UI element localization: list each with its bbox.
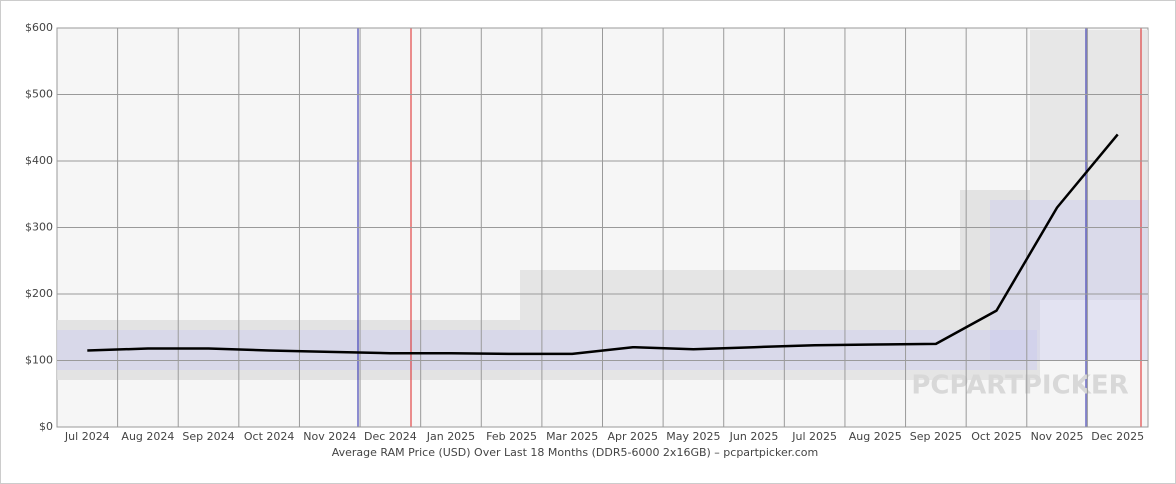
cloud bbox=[990, 200, 1148, 360]
cloud bbox=[520, 270, 970, 380]
x-tick-label: Feb 2025 bbox=[486, 430, 537, 443]
cloud bbox=[57, 320, 597, 380]
x-tick-label: Jan 2025 bbox=[426, 430, 475, 443]
x-tick-label: Dec 2024 bbox=[364, 430, 417, 443]
cloud bbox=[57, 330, 1037, 370]
price-line bbox=[87, 133, 1119, 356]
x-tick-label: Sep 2025 bbox=[910, 430, 962, 443]
cloud bbox=[1030, 30, 1148, 300]
x-tick-label: Dec 2025 bbox=[1091, 430, 1144, 443]
y-tick-label: $100 bbox=[25, 354, 53, 367]
y-tick-label: $200 bbox=[25, 287, 53, 300]
x-axis-label: Average RAM Price (USD) Over Last 18 Mon… bbox=[332, 446, 818, 459]
x-tick-label: Mar 2025 bbox=[546, 430, 598, 443]
y-tick-label: $300 bbox=[25, 221, 53, 234]
x-tick-label: Nov 2025 bbox=[1031, 430, 1084, 443]
x-tick-label: Jul 2025 bbox=[791, 430, 837, 443]
x-tick-label: Nov 2024 bbox=[303, 430, 356, 443]
x-tick-label: Oct 2025 bbox=[971, 430, 1022, 443]
y-tick-label: $400 bbox=[25, 154, 53, 167]
x-tick-label: May 2025 bbox=[666, 430, 720, 443]
watermark: PCPARTPICKER bbox=[911, 371, 1128, 401]
price-cloud bbox=[57, 30, 1148, 380]
x-tick-label: Aug 2025 bbox=[849, 430, 902, 443]
x-tick-label: Aug 2024 bbox=[121, 430, 174, 443]
y-tick-label: $600 bbox=[25, 21, 53, 34]
y-tick-label: $0 bbox=[39, 420, 53, 433]
x-tick-label: Jul 2024 bbox=[64, 430, 110, 443]
x-tick-label: Apr 2025 bbox=[608, 430, 659, 443]
y-tick-label: $500 bbox=[25, 88, 53, 101]
x-tick-label: Oct 2024 bbox=[244, 430, 295, 443]
x-tick-label: Sep 2024 bbox=[182, 430, 234, 443]
x-tick-label: Jun 2025 bbox=[729, 430, 779, 443]
